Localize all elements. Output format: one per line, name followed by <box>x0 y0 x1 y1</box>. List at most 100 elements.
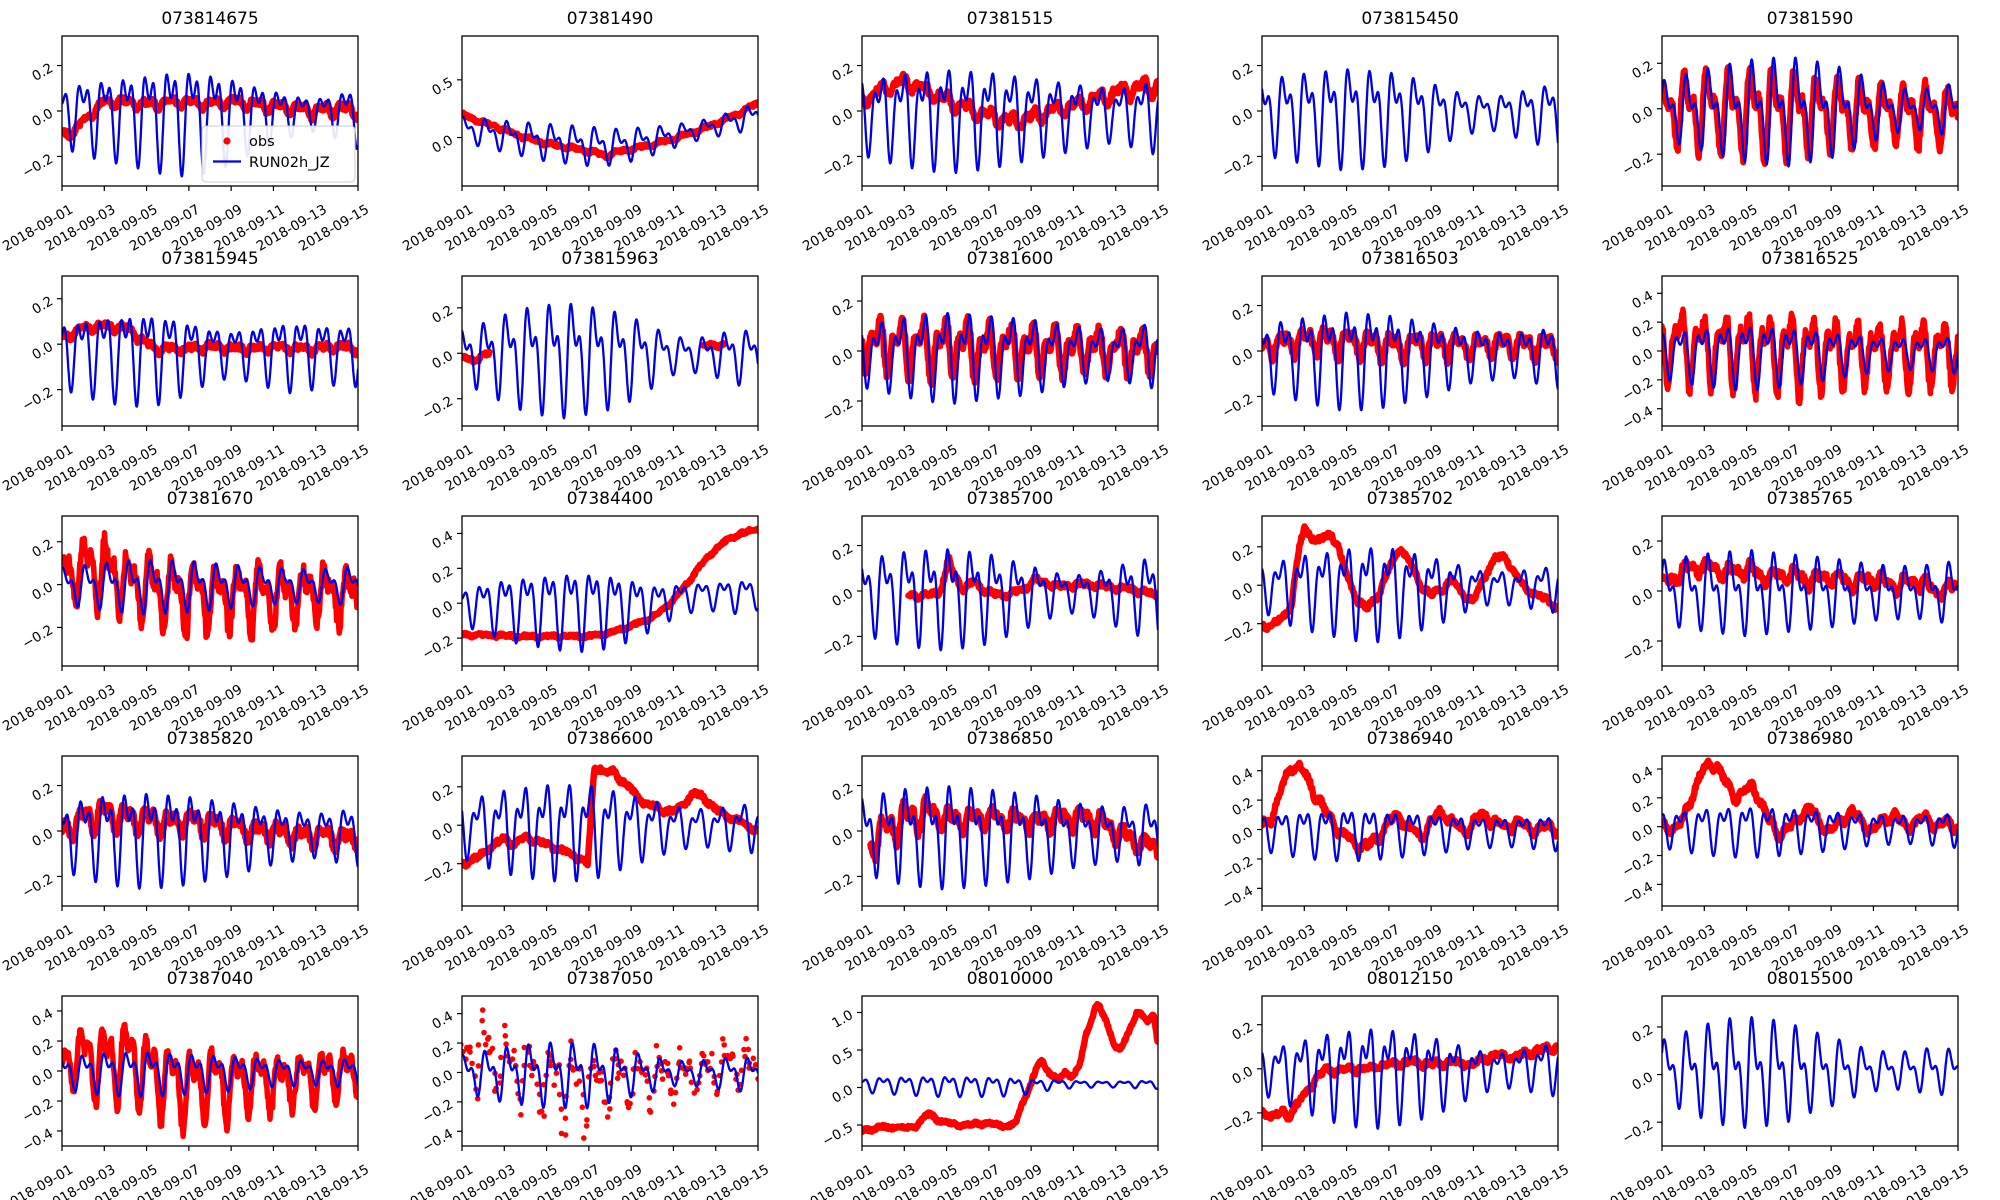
obs-series <box>462 99 758 162</box>
obs-dot <box>502 1033 509 1039</box>
model-series <box>862 1076 1158 1099</box>
plot-area <box>1262 68 1558 172</box>
y-tick-label: 0.4 <box>29 1006 56 1031</box>
subplot-073815963: 073815963 2018-09-01 2018-09-03 2018-09-05 2… <box>400 240 800 495</box>
obs-dot <box>518 1112 524 1118</box>
obs-dot <box>511 1047 517 1054</box>
obs-dot <box>592 1072 599 1079</box>
plot-area <box>462 525 758 654</box>
model-series <box>62 558 358 616</box>
subplot-07381515: 07381515 2018-09-01 2018-09-03 2018-09-05 20… <box>800 0 1200 255</box>
subplot-canvas: 080155002018-09-012018-09-032018-09-0520… <box>1600 969 1972 1200</box>
y-tick-label: −0.2 <box>1620 850 1656 880</box>
y-tick-label: 0.0 <box>429 132 456 157</box>
plot-area <box>62 317 358 408</box>
plot-area <box>862 69 1158 175</box>
plot-area <box>1662 549 1958 638</box>
obs-dot <box>752 1062 758 1068</box>
y-tick-label: 0.0 <box>829 1082 856 1107</box>
subplot-title: 07385820 <box>167 729 254 749</box>
y-tick-label: −0.4 <box>420 1126 456 1156</box>
obs-dot <box>730 1053 736 1059</box>
legend: obs RUN02h_JZ <box>201 125 356 183</box>
plot-area <box>1662 56 1958 168</box>
obs-series <box>862 70 1158 132</box>
model-series <box>1662 807 1958 859</box>
subplot-title: 073816503 <box>1361 249 1458 269</box>
y-tick-label: −0.2 <box>1220 1108 1256 1138</box>
y-tick-label: −0.2 <box>1220 854 1256 884</box>
obs-dot <box>647 1109 654 1115</box>
obs-dot <box>485 1034 492 1041</box>
y-tick-label: −0.4 <box>1620 879 1656 909</box>
y-tick-label: 0.2 <box>829 296 856 321</box>
y-tick-label: 0.2 <box>29 780 56 805</box>
subplot-canvas: 0738165252018-09-012018-09-032018-09-052… <box>1600 249 1972 495</box>
plot-area <box>1262 523 1558 644</box>
subplot-canvas: 080100002018-09-012018-09-032018-09-0520… <box>800 969 1172 1200</box>
obs-dot <box>642 1072 649 1078</box>
subplot-canvas: 073816702018-09-012018-09-032018-09-0520… <box>0 489 372 735</box>
obs-dot <box>750 1055 757 1062</box>
y-tick-label: 0.0 <box>1229 580 1256 605</box>
subplot-073816503: 073816503 2018-09-01 2018-09-03 2018-09-05 2… <box>1200 240 1600 495</box>
obs-dot <box>503 1041 509 1047</box>
subplot-title: 07385702 <box>1367 489 1454 509</box>
y-tick-label: 0.0 <box>29 826 56 851</box>
obs-dot <box>653 1042 660 1049</box>
model-series <box>1262 311 1558 412</box>
subplot-title: 08015500 <box>1767 969 1854 989</box>
model-series <box>462 302 758 420</box>
model-series <box>62 1051 358 1099</box>
obs-dot <box>682 1071 689 1077</box>
legend-obs-label: obs <box>249 134 275 150</box>
obs-dot <box>709 1050 715 1057</box>
y-tick-label: −0.2 <box>1220 618 1256 648</box>
obs-dot <box>583 1123 590 1129</box>
axes-frame <box>61 515 359 667</box>
subplot-08010000: 08010000 2018-09-01 2018-09-03 2018-09-05 20… <box>800 960 1200 1200</box>
obs-dot <box>714 1091 720 1098</box>
subplot-canvas: 073857022018-09-012018-09-032018-09-0520… <box>1200 489 1572 735</box>
y-tick-label: 0.0 <box>429 820 456 845</box>
obs-dot <box>562 1132 569 1138</box>
subplot-canvas: 073866002018-09-012018-09-032018-09-0520… <box>400 729 772 975</box>
obs-dot <box>469 1060 475 1067</box>
plot-area <box>862 548 1158 652</box>
obs-dot <box>556 1091 563 1098</box>
subplot-title: 07381600 <box>967 249 1054 269</box>
subplot-07385765: 07385765 2018-09-01 2018-09-03 2018-09-05 20… <box>1600 480 2000 735</box>
plot-area <box>462 764 758 883</box>
subplot-canvas: 073870402018-09-012018-09-032018-09-0520… <box>0 969 372 1200</box>
axes-frame <box>461 755 759 907</box>
y-tick-label: 0.0 <box>29 1066 56 1091</box>
axes-frame <box>1261 995 1559 1147</box>
y-tick-label: 0.4 <box>429 528 456 553</box>
subplot-title: 07386980 <box>1767 729 1854 749</box>
plot-area <box>462 302 758 420</box>
y-tick-label: −0.2 <box>820 871 856 901</box>
plot-area <box>1262 311 1558 412</box>
y-tick-label: 0.2 <box>429 302 456 327</box>
obs-dot <box>481 1029 487 1036</box>
plot-area <box>62 792 358 890</box>
subplot-canvas: 0738146752018-09-012018-09-032018-09-052… <box>0 9 372 255</box>
y-tick-label: 0.5 <box>829 1045 856 1070</box>
model-series <box>1262 811 1558 863</box>
y-tick-label: −0.4 <box>1220 883 1256 913</box>
subplot-canvas: 073816002018-09-012018-09-032018-09-0520… <box>800 249 1172 495</box>
obs-dot <box>721 1042 727 1048</box>
subplot-title: 07384400 <box>567 489 654 509</box>
obs-dot <box>607 1106 613 1112</box>
subplot-title: 07387040 <box>167 969 254 989</box>
model-series <box>62 792 358 890</box>
y-tick-label: 0.2 <box>1229 795 1256 820</box>
subplot-canvas: 073858202018-09-012018-09-032018-09-0520… <box>0 729 372 975</box>
model-series <box>1662 326 1958 392</box>
axes-frame <box>1261 755 1559 907</box>
y-tick-label: 0.4 <box>1629 764 1656 789</box>
y-tick-label: 0.2 <box>1229 1019 1256 1044</box>
y-tick-label: 0.0 <box>1229 824 1256 849</box>
obs-dot <box>700 1053 707 1059</box>
